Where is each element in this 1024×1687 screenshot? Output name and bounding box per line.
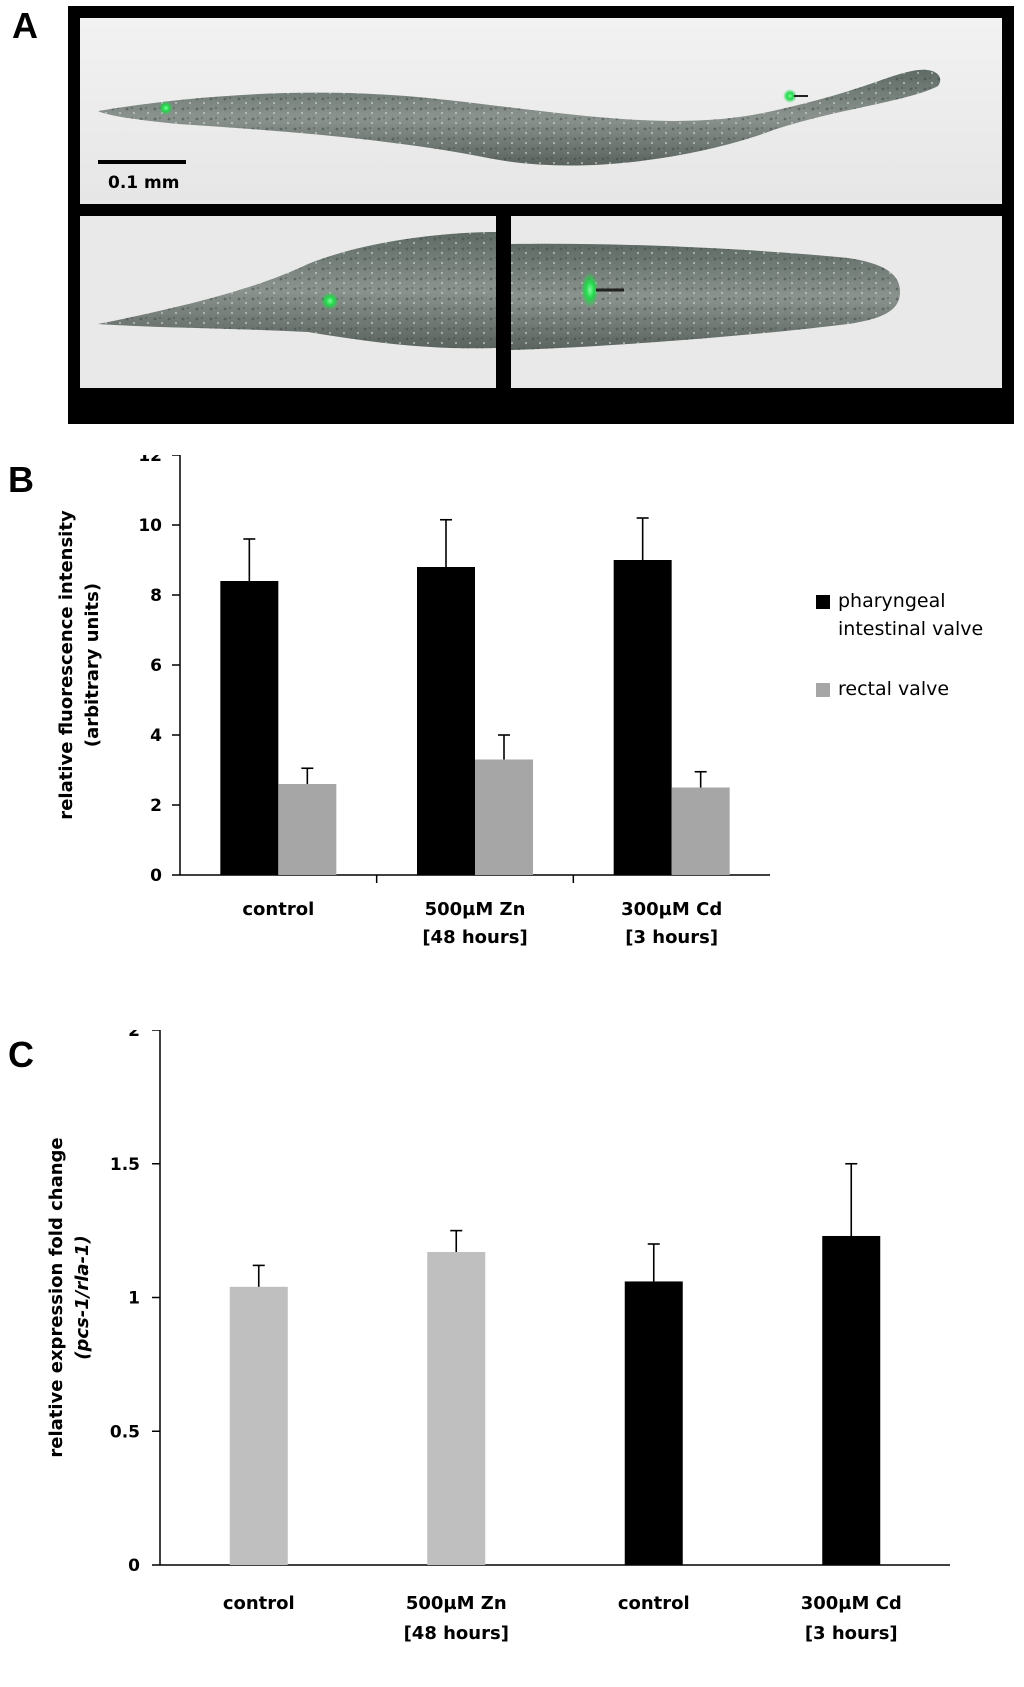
bar: [624, 1281, 683, 1565]
x-category-label: [3 hours]: [805, 1623, 898, 1644]
legend-label: pharyngeal: [838, 590, 946, 612]
y-tick-label: 0.5: [110, 1422, 140, 1442]
y-tick-label: 2: [150, 796, 162, 816]
legend-swatch: [816, 595, 830, 609]
bar: [229, 1286, 288, 1565]
x-category-label: [48 hours]: [422, 927, 527, 948]
y-axis-label-line: (pcs-1/rla-1): [72, 1235, 93, 1359]
bar-pharyngeal: [417, 567, 475, 875]
y-tick-label: 0: [150, 866, 162, 886]
rectal-valve-marker: [159, 101, 173, 115]
x-category-label: control: [242, 899, 314, 920]
y-axis-label-line: relative fluorescence intensity: [56, 510, 77, 820]
x-category-label: [48 hours]: [404, 1623, 509, 1644]
x-category-label: control: [223, 1593, 295, 1614]
bar-pharyngeal: [613, 560, 672, 875]
bar-rectal: [278, 784, 337, 875]
bar-rectal: [671, 787, 730, 875]
y-axis-title: relative expression fold change (pcs-1/rl…: [46, 1137, 93, 1457]
y-tick-label: 1: [128, 1289, 140, 1309]
x-category-label: 500µM Zn: [425, 899, 526, 920]
worm-head-detail: [511, 243, 900, 350]
pharyngeal-valve-marker: [783, 89, 797, 103]
bar: [822, 1235, 881, 1565]
x-category-label: 300µM Cd: [801, 1593, 902, 1614]
bar-pharyngeal: [220, 581, 279, 875]
y-tick-label: 8: [150, 586, 162, 606]
x-category-label: control: [618, 1593, 690, 1614]
x-category-label: [3 hours]: [625, 927, 718, 948]
x-category-label: 500µM Zn: [406, 1593, 507, 1614]
panel-a-label: A: [12, 5, 38, 46]
worm-whole: [98, 69, 941, 166]
y-axis-title: relative fluorescence intensity (arbitrar…: [56, 510, 103, 820]
scale-bar: 0.1 mm: [98, 160, 186, 193]
y-axis-label-line: (arbitrary units): [82, 583, 103, 747]
y-tick-label: 6: [150, 656, 162, 676]
y-tick-label: 12: [138, 455, 162, 466]
micrograph-panel: 0.1 mm: [68, 6, 1014, 424]
y-tick-label: 4: [150, 726, 162, 746]
y-axis-label-line: relative expression fold change: [46, 1137, 67, 1457]
panel-b-label: B: [8, 459, 34, 500]
legend-label: rectal valve: [838, 678, 949, 700]
scale-bar-label: 0.1 mm: [108, 173, 179, 193]
legend-label: intestinal valve: [838, 618, 983, 640]
bar-rectal: [475, 759, 533, 875]
x-category-label: 300µM Cd: [621, 899, 722, 920]
y-tick-label: 1.5: [110, 1155, 140, 1175]
chart-b: 0 2 4 6 8 10 12 control 500µM Zn [48 hours] 300µM …: [56, 455, 983, 948]
y-tick-label: 0: [128, 1556, 140, 1576]
bar: [427, 1252, 486, 1565]
y-tick-label: 10: [138, 516, 162, 536]
panel-c-label: C: [8, 1034, 34, 1075]
chart-c: 0 0.5 1 1.5 2 control 500µM Zn [48 hours] contro…: [46, 1030, 950, 1644]
worm-tail-detail: [98, 232, 496, 349]
legend-swatch: [816, 683, 830, 697]
y-tick-label: 2: [128, 1030, 140, 1041]
